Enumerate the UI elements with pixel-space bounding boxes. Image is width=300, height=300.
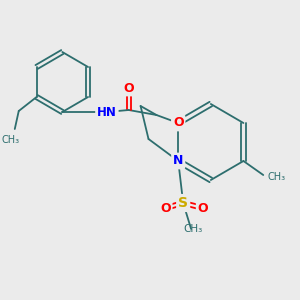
Text: O: O bbox=[173, 116, 184, 130]
Text: O: O bbox=[198, 202, 208, 214]
Text: CH₃: CH₃ bbox=[2, 135, 20, 145]
Text: CH₃: CH₃ bbox=[184, 224, 203, 234]
Text: N: N bbox=[173, 154, 183, 167]
Text: CH₃: CH₃ bbox=[267, 172, 285, 182]
Text: O: O bbox=[160, 202, 171, 214]
Text: S: S bbox=[178, 196, 188, 210]
Text: HN: HN bbox=[97, 106, 117, 118]
Text: O: O bbox=[123, 82, 134, 94]
